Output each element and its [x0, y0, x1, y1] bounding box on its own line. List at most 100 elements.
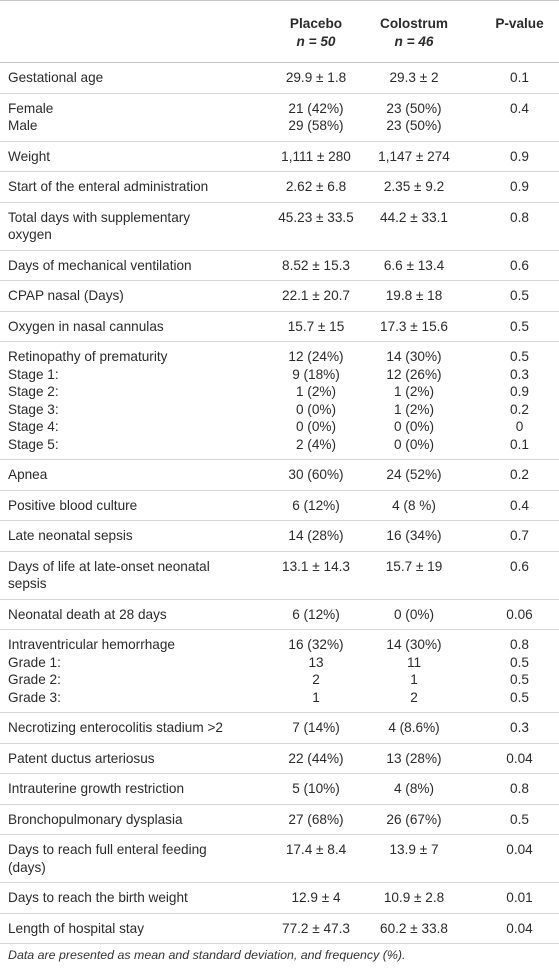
row-label: Patent ductus arteriosus [0, 743, 266, 774]
table-row: Patent ductus arteriosus 22 (44%) 13 (28%)… [0, 743, 559, 774]
header-cell: Colostrum n = 46 [366, 0, 462, 63]
cell: 13.9 ± 7 [366, 834, 462, 883]
cell: 1 (2%) [295, 384, 337, 399]
cell: 14 (30%) [386, 637, 442, 652]
table-row: Days to reach full enteral feeding (days… [0, 834, 559, 883]
cell: 10.9 ± 2.8 [366, 882, 462, 914]
table-row: Grade 2: 2 1 0.5 [0, 671, 559, 689]
header-subtitle: n = 46 [394, 34, 434, 49]
cell: 17.4 ± 8.4 [266, 834, 366, 883]
cell: 1,111 ± 280 [266, 141, 366, 172]
table-row: Stage 3: 0 (0%) 1 (2%) 0.2 [0, 401, 559, 419]
cell: 12.9 ± 4 [266, 882, 366, 914]
table-row: Stage 4: 0 (0%) 0 (0%) 0 [0, 418, 559, 436]
cell: 0.5 [462, 804, 559, 835]
row-label: Neonatal death at 28 days [0, 599, 266, 630]
table-row: Grade 3: 1 2 0.5 [0, 688, 559, 713]
table-row: Days to reach the birth weight 12.9 ± 4 10… [0, 882, 559, 914]
cell: 0.7 [462, 520, 559, 552]
cell: 30 (60%) [266, 459, 366, 491]
cell: 0.5 [510, 654, 529, 670]
cell: 44.2 ± 33.1 [366, 202, 462, 251]
cell: 29 (58%) [266, 117, 366, 142]
cell: 22.1 ± 20.7 [266, 280, 366, 312]
cell: 2 [312, 672, 320, 687]
cell: 19.8 ± 18 [366, 280, 462, 312]
row-label: Stage 2: [8, 384, 59, 399]
cell: 17.3 ± 15.6 [366, 311, 462, 342]
cell: 0.2 [462, 459, 559, 491]
cell: 0 (0%) [366, 435, 462, 460]
cell: 0.01 [462, 882, 559, 914]
table-row: Intrauterine growth restriction 5 (10%) 4 … [0, 773, 559, 805]
table-row: Positive blood culture 6 (12%) 4 (8 %) 0.4 [0, 490, 559, 521]
cell: 22 (44%) [266, 743, 366, 774]
row-label: Apnea [0, 459, 266, 491]
cell [462, 117, 559, 142]
cell: 15.7 ± 15 [266, 311, 366, 342]
row-label: Gestational age [0, 62, 266, 94]
header-row: Placebo n = 50 Colostrum n = 46 P-value [0, 0, 559, 63]
cell: 0.06 [462, 599, 559, 630]
table-body: Gestational age 29.9 ± 1.8 29.3 ± 2 0.1 Fema… [0, 62, 559, 944]
table-row: Retinopathy of prematurity 12 (24%) 14 (30… [0, 342, 559, 366]
header-cell [0, 0, 266, 63]
row-label: Weight [0, 141, 266, 172]
cell: 0.8 [462, 773, 559, 805]
header-title: Colostrum [380, 16, 448, 31]
cell: 4 (8.6%) [366, 712, 462, 744]
cell: 13.1 ± 14.3 [266, 551, 366, 600]
cell: 77.2 ± 47.3 [266, 913, 366, 944]
row-label: Oxygen in nasal cannulas [0, 311, 266, 342]
row-label: CPAP nasal (Days) [0, 280, 266, 312]
cell: 0 [515, 419, 524, 434]
row-label: Bronchopulmonary dysplasia [0, 804, 266, 835]
table-row: Stage 2: 1 (2%) 1 (2%) 0.9 [0, 383, 559, 401]
table-row: Weight 1,111 ± 280 1,147 ± 274 0.9 [0, 141, 559, 172]
table-row: Days of life at late-onset neonatal seps… [0, 551, 559, 600]
cell: 6 (12%) [266, 599, 366, 630]
cell: 2.62 ± 6.8 [266, 171, 366, 203]
table-row: Grade 1: 13 11 0.5 [0, 654, 559, 672]
cell: 0.2 [510, 401, 529, 417]
row-label: Grade 3: [0, 688, 266, 713]
row-label: Start of the enteral administration [0, 171, 266, 203]
row-label: Grade 2: [8, 672, 61, 687]
row-label: Grade 1: [8, 654, 61, 670]
cell: 45.23 ± 33.5 [266, 202, 366, 251]
cell: 0.5 [462, 311, 559, 342]
cell: 1 (2%) [393, 384, 435, 399]
row-label: Retinopathy of prematurity [8, 349, 168, 364]
cell: 0.9 [462, 171, 559, 203]
cell: 0.8 [510, 637, 529, 652]
cell: 27 (68%) [266, 804, 366, 835]
row-label: Male [0, 117, 266, 142]
cell: 23 (50%) [366, 117, 462, 142]
cell: 1 [410, 672, 418, 687]
table-header: Placebo n = 50 Colostrum n = 46 P-value [0, 0, 559, 63]
row-label: Stage 3: [8, 401, 59, 417]
cell: 0.4 [510, 100, 529, 116]
table-row: Total days with supplementary oxygen 45.2… [0, 202, 559, 251]
cell: 0 (0%) [393, 419, 435, 434]
cell: 60.2 ± 33.8 [366, 913, 462, 944]
table-row: CPAP nasal (Days) 22.1 ± 20.7 19.8 ± 18 0.5 [0, 280, 559, 312]
cell: 15.7 ± 19 [366, 551, 462, 600]
cell: 0.9 [510, 384, 529, 399]
row-label: Intraventricular hemorrhage [8, 637, 175, 652]
header-title: Placebo [289, 16, 343, 31]
row-label: Late neonatal sepsis [0, 520, 266, 552]
cell: 0.9 [462, 141, 559, 172]
results-table: Placebo n = 50 Colostrum n = 46 P-value Ge… [0, 0, 559, 944]
row-label: Total days with supplementary oxygen [0, 202, 266, 251]
cell: 2 (4%) [266, 435, 366, 460]
cell: 0.5 [510, 349, 529, 364]
table-row: Start of the enteral administration 2.62 … [0, 171, 559, 203]
header-title: P-value [495, 16, 544, 31]
table-row: Male 29 (58%) 23 (50%) [0, 117, 559, 142]
cell: 0.4 [462, 490, 559, 521]
row-label: Stage 5: [0, 435, 266, 460]
row-label: Days to reach full enteral feeding (days… [0, 834, 266, 883]
table-row: Oxygen in nasal cannulas 15.7 ± 15 17.3 ± … [0, 311, 559, 342]
